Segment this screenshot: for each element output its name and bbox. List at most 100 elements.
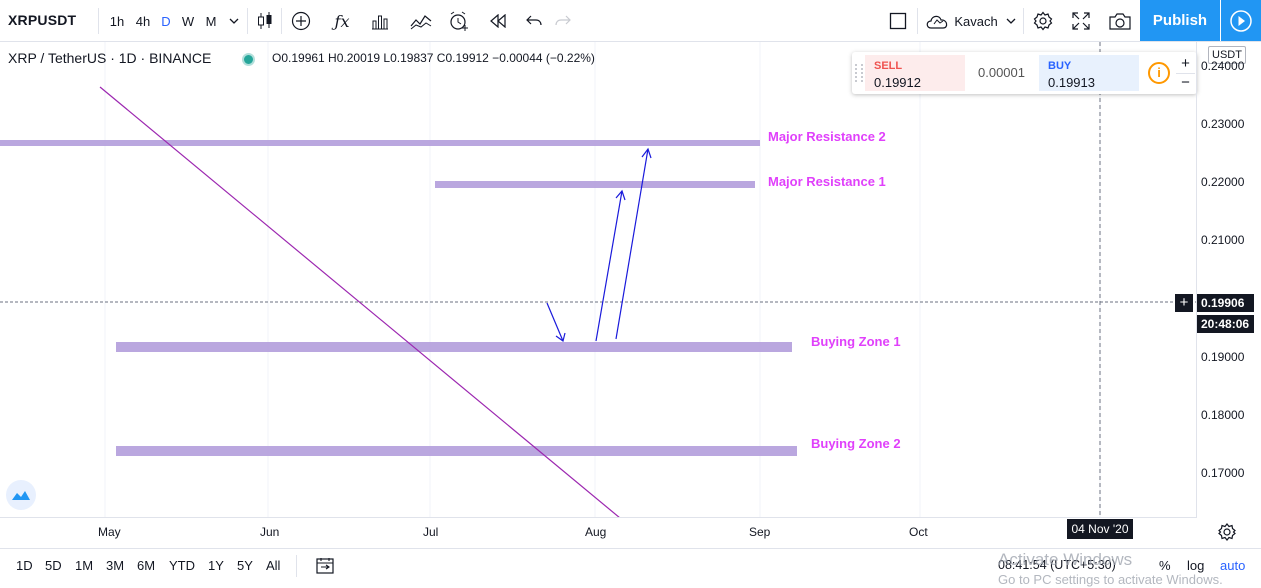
range-6m[interactable]: 6M — [137, 558, 156, 573]
crosshair-plus-icon[interactable]: + — [1175, 294, 1193, 312]
tradingview-logo-icon[interactable] — [6, 480, 36, 510]
symbol-search[interactable]: XRPUSDT — [8, 12, 77, 28]
info-icon[interactable]: i — [1148, 62, 1170, 84]
buy-price: 0.19913 — [1048, 75, 1095, 90]
arrow-up-1 — [595, 190, 623, 342]
ohlc-values: O0.19961 H0.20019 L0.19837 C0.19912 −0.0… — [272, 51, 595, 65]
bar-chart-icon[interactable] — [368, 0, 392, 42]
decrease-button[interactable]: − — [1181, 74, 1190, 91]
auto-toggle[interactable]: auto — [1220, 558, 1246, 573]
fx-icon[interactable]: ƒx — [334, 11, 350, 31]
interval-w[interactable]: W — [181, 13, 195, 29]
settings-icon[interactable] — [1030, 0, 1056, 42]
arrowhead — [641, 147, 652, 159]
redo-icon — [552, 0, 574, 42]
gear-icon[interactable] — [1218, 523, 1236, 546]
square-icon[interactable] — [886, 0, 910, 42]
replay-icon[interactable] — [486, 0, 510, 42]
alert-icon[interactable] — [446, 0, 472, 42]
divider — [98, 8, 99, 34]
range-5y[interactable]: 5Y — [237, 558, 253, 573]
clock[interactable]: 08:41:54 (UTC+5:30) — [998, 558, 1116, 572]
label-buying-zone-2[interactable]: Buying Zone 2 — [811, 436, 901, 451]
log-toggle[interactable]: log — [1187, 558, 1205, 573]
compare-icon[interactable] — [408, 0, 434, 42]
sell-label: SELL — [874, 60, 903, 72]
price-tick: 0.17000 — [1201, 466, 1245, 480]
publish-button[interactable]: Publish — [1140, 0, 1220, 41]
label-buying-zone-1[interactable]: Buying Zone 1 — [811, 334, 901, 349]
range-1m[interactable]: 1M — [75, 558, 94, 573]
market-status-icon[interactable] — [242, 53, 255, 66]
candles-icon[interactable] — [254, 0, 276, 42]
price-axis[interactable] — [1196, 42, 1261, 518]
calendar-icon[interactable] — [316, 557, 334, 579]
buy-label: BUY — [1048, 60, 1072, 72]
play-icon[interactable] — [1221, 0, 1261, 41]
time-tick: Jun — [260, 525, 280, 539]
range-1d[interactable]: 1D — [16, 558, 33, 573]
interval-4h[interactable]: 4h — [135, 13, 151, 29]
divider — [247, 8, 248, 34]
range-1y[interactable]: 1Y — [208, 558, 224, 573]
grid — [104, 42, 1101, 517]
label-major-resistance-1[interactable]: Major Resistance 1 — [768, 174, 886, 189]
price-tick: 0.23000 — [1201, 117, 1245, 131]
divider — [296, 555, 297, 577]
range-3m[interactable]: 3M — [106, 558, 125, 573]
arrow-up-2 — [615, 148, 649, 340]
drag-handle-icon[interactable] — [855, 64, 863, 82]
layout-name[interactable]: Kavach — [954, 13, 998, 29]
windows-watermark-title: Activate Windows — [998, 550, 1133, 569]
zone-buying-1 — [116, 342, 792, 352]
price-tick: 0.21000 — [1201, 233, 1245, 247]
arrowhead — [615, 189, 626, 201]
price-tick: 0.19000 — [1201, 350, 1245, 364]
increase-button[interactable]: + — [1176, 55, 1195, 74]
bottom-toolbar — [0, 548, 1261, 588]
crosshair-date-label: 04 Nov '20 — [1067, 519, 1133, 539]
percent-toggle[interactable]: % — [1159, 558, 1171, 573]
buy-button[interactable]: BUY 0.19913 — [1039, 55, 1139, 91]
chevron-down-icon[interactable] — [1004, 0, 1018, 42]
currency-label[interactable]: USDT — [1208, 46, 1246, 64]
legend-title: XRP / TetherUS · 1D · BINANCE — [8, 50, 212, 66]
price-chart[interactable] — [0, 42, 1196, 517]
sell-price: 0.19912 — [874, 75, 921, 90]
label-major-resistance-2[interactable]: Major Resistance 2 — [768, 129, 886, 144]
bar-countdown: 20:48:06 — [1197, 315, 1254, 333]
chevron-down-icon[interactable] — [226, 0, 242, 42]
range-ytd[interactable]: YTD — [169, 558, 195, 573]
time-tick: Jul — [423, 525, 439, 539]
buy-sell-widget: SELL 0.19912 0.00001 BUY 0.19913 i + − — [852, 52, 1197, 94]
last-price-label: 0.19906 — [1197, 294, 1254, 312]
interval-m[interactable]: M — [205, 13, 217, 29]
sell-button[interactable]: SELL 0.19912 — [865, 55, 965, 91]
range-all[interactable]: All — [266, 558, 281, 573]
divider — [281, 8, 282, 34]
drawings — [0, 42, 1196, 517]
arrow-down — [546, 302, 564, 342]
price-tick: 0.22000 — [1201, 175, 1245, 189]
fullscreen-icon[interactable] — [1068, 0, 1094, 42]
interval-d[interactable]: D — [161, 13, 171, 29]
price-tick: 0.18000 — [1201, 408, 1245, 422]
cloud-icon[interactable] — [924, 0, 952, 42]
interval-1h[interactable]: 1h — [109, 13, 125, 29]
range-5d[interactable]: 5D — [45, 558, 62, 573]
undo-icon[interactable] — [523, 0, 545, 42]
zone-major-resistance-2 — [0, 140, 760, 146]
add-indicator-icon[interactable] — [289, 0, 313, 42]
time-tick: Aug — [585, 525, 607, 539]
price-tick: 0.24000 — [1201, 59, 1245, 73]
divider — [1023, 8, 1024, 34]
zone-buying-2 — [116, 446, 797, 456]
time-tick: Oct — [909, 525, 928, 539]
zone-major-resistance-1 — [435, 181, 755, 188]
arrowhead — [555, 332, 566, 343]
time-axis[interactable] — [0, 517, 1196, 548]
windows-watermark-text: Go to PC settings to activate Windows. — [998, 572, 1223, 587]
time-tick: Sep — [749, 525, 771, 539]
camera-icon[interactable] — [1106, 0, 1134, 42]
top-toolbar: XRPUSDT 1h 4h D W M ƒx Kavach Publish — [0, 0, 1261, 42]
